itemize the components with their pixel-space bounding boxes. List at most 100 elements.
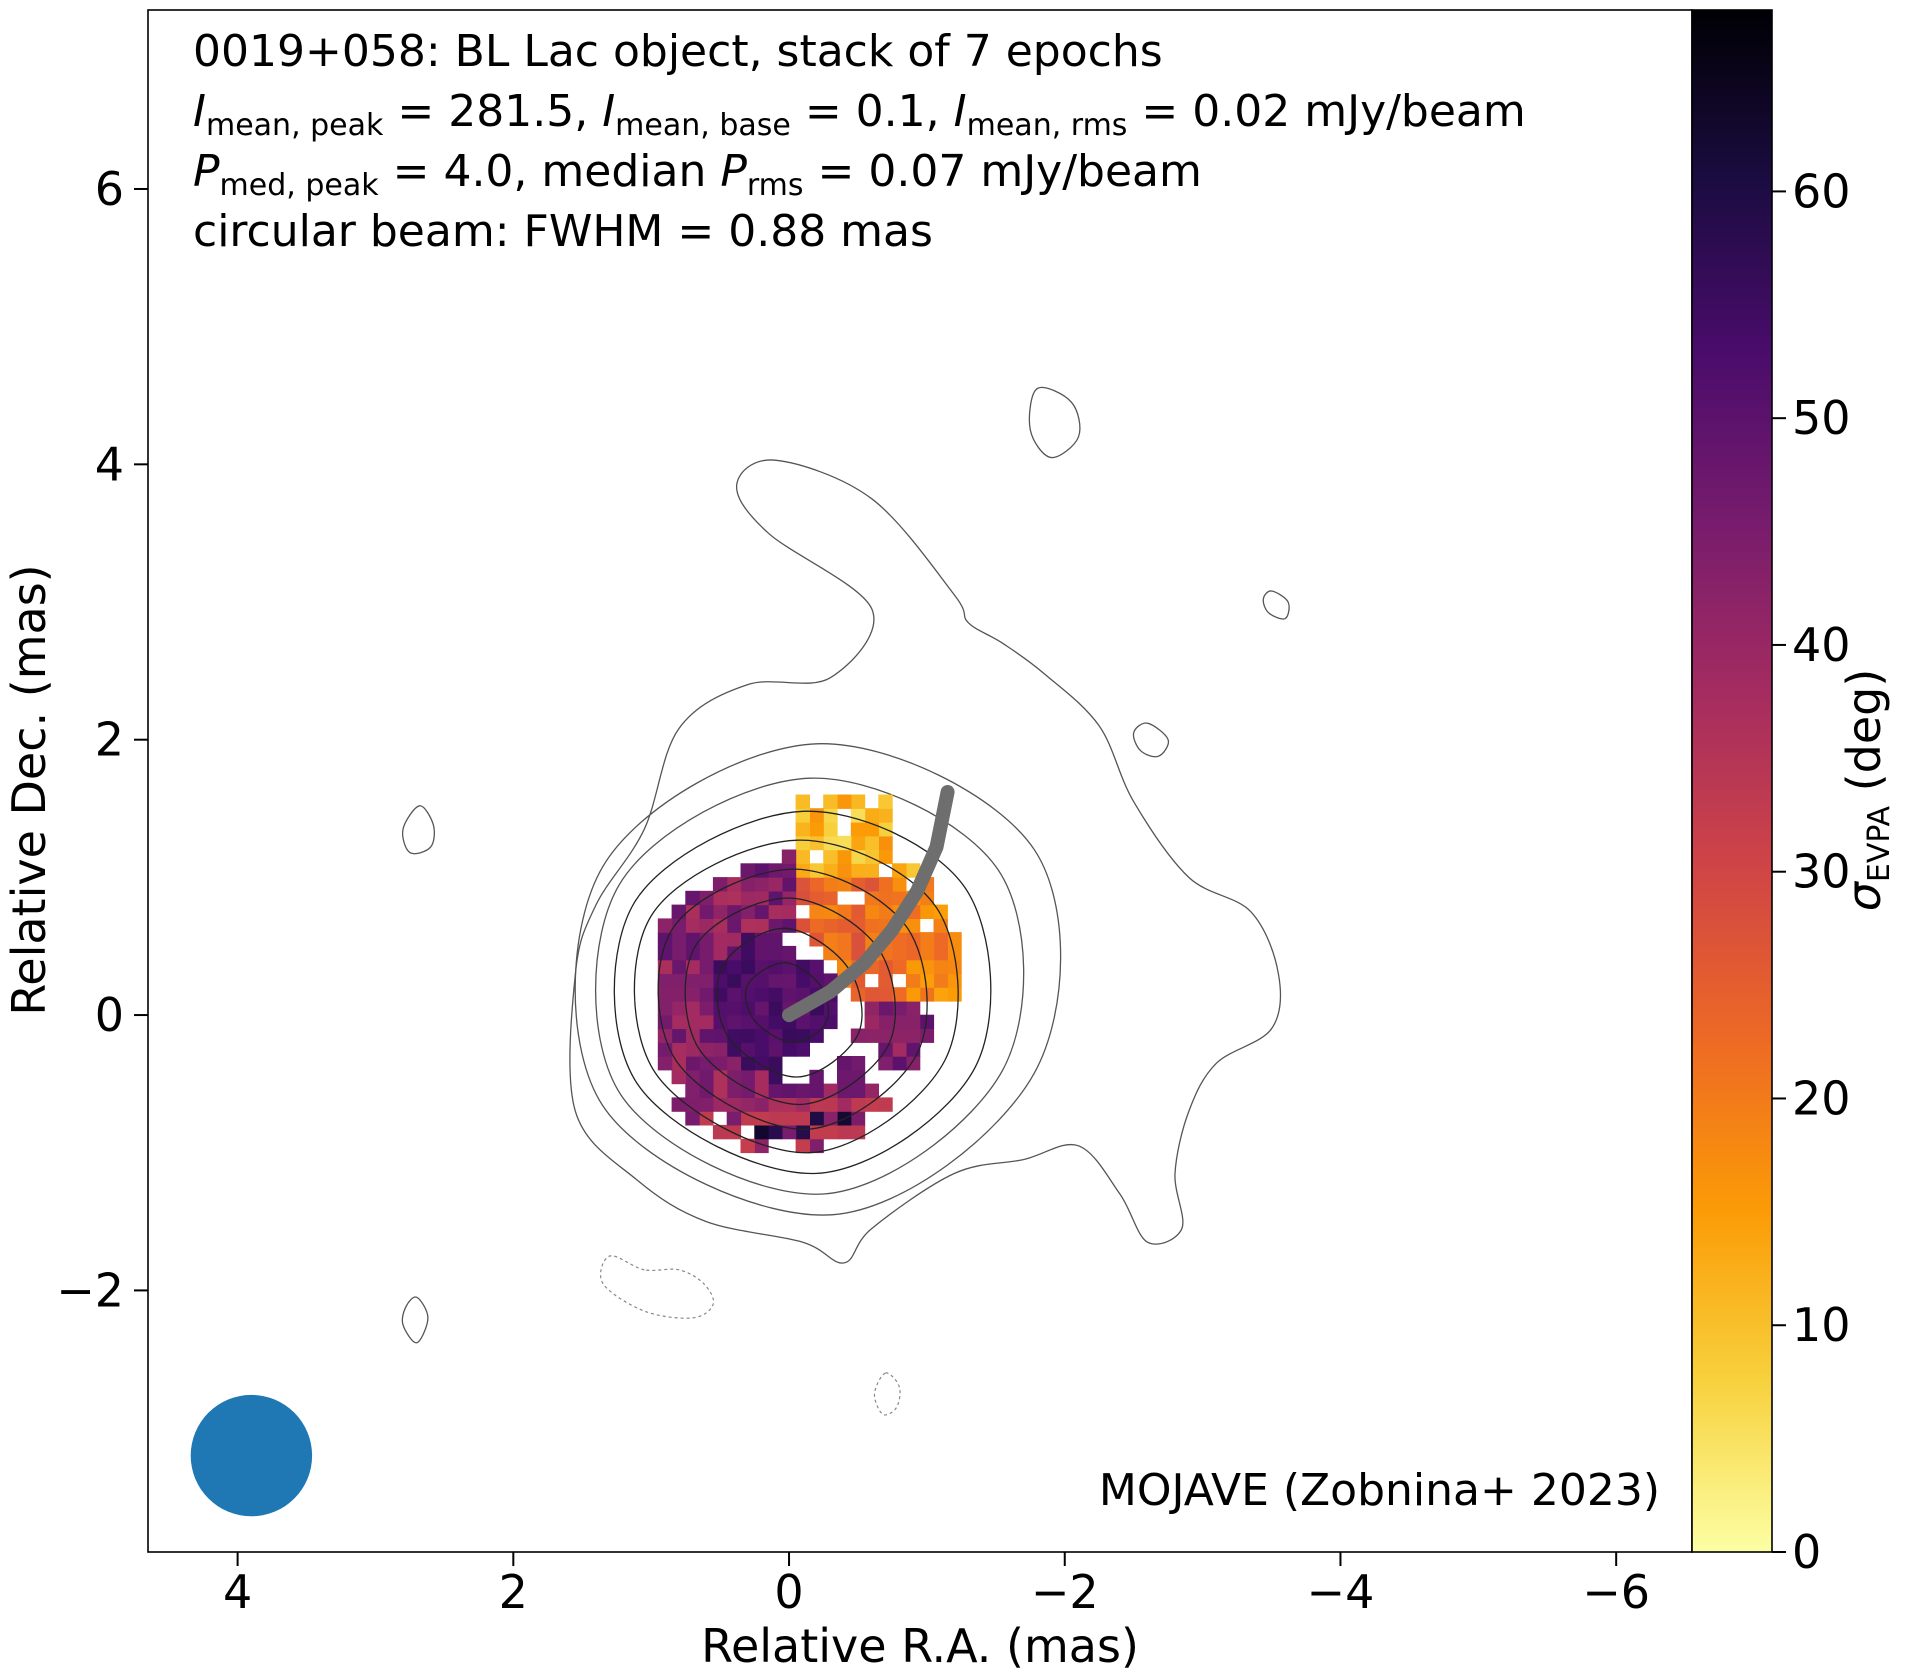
header-segment: I bbox=[193, 86, 206, 137]
evpa-cell bbox=[754, 1028, 769, 1043]
evpa-cell bbox=[905, 973, 921, 988]
evpa-cell bbox=[699, 1097, 714, 1112]
evpa-cell bbox=[671, 1028, 686, 1043]
evpa-cell bbox=[754, 904, 769, 919]
evpa-cell bbox=[685, 987, 700, 1002]
evpa-cell bbox=[712, 1042, 728, 1057]
evpa-cell bbox=[781, 945, 797, 961]
colorbar-gradient bbox=[1691, 9, 1773, 1553]
evpa-cell bbox=[699, 987, 714, 1002]
evpa-cell bbox=[809, 959, 824, 975]
evpa-cell bbox=[823, 945, 838, 961]
evpa-cell bbox=[685, 1001, 700, 1016]
y-tick-label: 6 bbox=[95, 162, 124, 216]
evpa-cell bbox=[892, 1056, 907, 1071]
evpa-cell bbox=[712, 1028, 728, 1043]
x-tick-label: −4 bbox=[1307, 1565, 1375, 1619]
evpa-cell bbox=[657, 1056, 673, 1071]
evpa-cell bbox=[809, 1028, 824, 1043]
y-axis: −2 0 2 4 6 bbox=[56, 162, 148, 1317]
header-segment: P bbox=[193, 146, 220, 197]
evpa-cell bbox=[850, 1097, 866, 1112]
evpa-cell bbox=[933, 945, 948, 961]
evpa-cell bbox=[850, 918, 866, 933]
evpa-cell bbox=[768, 1111, 783, 1126]
evpa-cell bbox=[905, 959, 921, 975]
evpa-cell bbox=[795, 1014, 810, 1030]
evpa-cell bbox=[726, 1056, 742, 1071]
evpa-cell bbox=[671, 1069, 686, 1085]
evpa-cell bbox=[671, 932, 686, 947]
evpa-cell bbox=[878, 973, 893, 988]
evpa-cell bbox=[726, 1097, 742, 1112]
colorbar-tick-label: 30 bbox=[1792, 845, 1851, 899]
evpa-cell bbox=[781, 959, 797, 975]
evpa-cell bbox=[795, 1138, 810, 1154]
evpa-cell bbox=[699, 904, 714, 919]
evpa-cell bbox=[781, 1028, 797, 1043]
evpa-cell bbox=[878, 1028, 893, 1043]
evpa-cell bbox=[740, 1056, 755, 1071]
evpa-cell bbox=[740, 918, 755, 933]
evpa-cell bbox=[892, 1042, 907, 1057]
evpa-cell bbox=[754, 945, 769, 961]
evpa-cell bbox=[671, 987, 686, 1002]
evpa-cell bbox=[685, 1056, 700, 1071]
evpa-cell bbox=[726, 1014, 742, 1030]
evpa-cell bbox=[768, 904, 783, 919]
evpa-cell bbox=[837, 849, 852, 864]
evpa-cell bbox=[712, 1014, 728, 1030]
evpa-cell bbox=[837, 1124, 852, 1140]
header-segment: med, peak bbox=[220, 168, 380, 203]
evpa-cell bbox=[712, 987, 728, 1002]
evpa-cell bbox=[933, 973, 948, 988]
evpa-cell bbox=[919, 973, 935, 988]
evpa-cell bbox=[781, 973, 797, 988]
colorbar-tick-label: 10 bbox=[1792, 1298, 1851, 1352]
contour-island bbox=[1132, 722, 1170, 758]
colorbar-tick-label: 60 bbox=[1792, 164, 1851, 218]
evpa-cell bbox=[823, 1124, 838, 1140]
evpa-cell bbox=[781, 877, 797, 892]
evpa-cell bbox=[754, 1001, 769, 1016]
evpa-cell bbox=[823, 1111, 838, 1126]
evpa-cell bbox=[850, 1056, 866, 1071]
x-tick-label: 2 bbox=[499, 1565, 528, 1619]
evpa-cell bbox=[905, 945, 921, 961]
evpa-cell bbox=[864, 808, 879, 823]
evpa-cell bbox=[699, 1056, 714, 1071]
evpa-cell bbox=[864, 863, 879, 878]
header-line: Imean, peak = 281.5, Imean, base = 0.1, … bbox=[193, 86, 1526, 143]
evpa-cell bbox=[795, 1111, 810, 1126]
evpa-cell bbox=[740, 1069, 755, 1085]
evpa-cell bbox=[754, 1014, 769, 1030]
evpa-cell bbox=[850, 877, 866, 892]
evpa-cell bbox=[699, 959, 714, 975]
evpa-cell bbox=[754, 890, 769, 906]
evpa-cell bbox=[837, 835, 852, 851]
evpa-cell bbox=[781, 987, 797, 1002]
evpa-cell bbox=[768, 1028, 783, 1043]
evpa-cell bbox=[726, 1124, 742, 1140]
evpa-cell bbox=[699, 945, 714, 961]
evpa-cell bbox=[712, 1001, 728, 1016]
evpa-cell bbox=[795, 849, 810, 864]
evpa-cell bbox=[699, 1069, 714, 1085]
evpa-cell bbox=[809, 822, 824, 837]
evpa-cell bbox=[878, 890, 893, 906]
evpa-cell bbox=[837, 1056, 852, 1071]
evpa-cell bbox=[671, 1014, 686, 1030]
evpa-cell bbox=[671, 1001, 686, 1016]
evpa-cell bbox=[850, 1124, 866, 1140]
evpa-cell bbox=[933, 932, 948, 947]
evpa-cell bbox=[933, 987, 948, 1002]
jet-ridge-path bbox=[782, 785, 955, 1023]
evpa-cell bbox=[685, 1097, 700, 1112]
evpa-cell bbox=[712, 1124, 728, 1140]
evpa-cell bbox=[850, 1083, 866, 1098]
evpa-cell bbox=[837, 794, 852, 809]
evpa-cell bbox=[905, 1001, 921, 1016]
evpa-cell bbox=[795, 822, 810, 837]
intensity-contours bbox=[401, 386, 1290, 1416]
evpa-cell bbox=[740, 1111, 755, 1126]
